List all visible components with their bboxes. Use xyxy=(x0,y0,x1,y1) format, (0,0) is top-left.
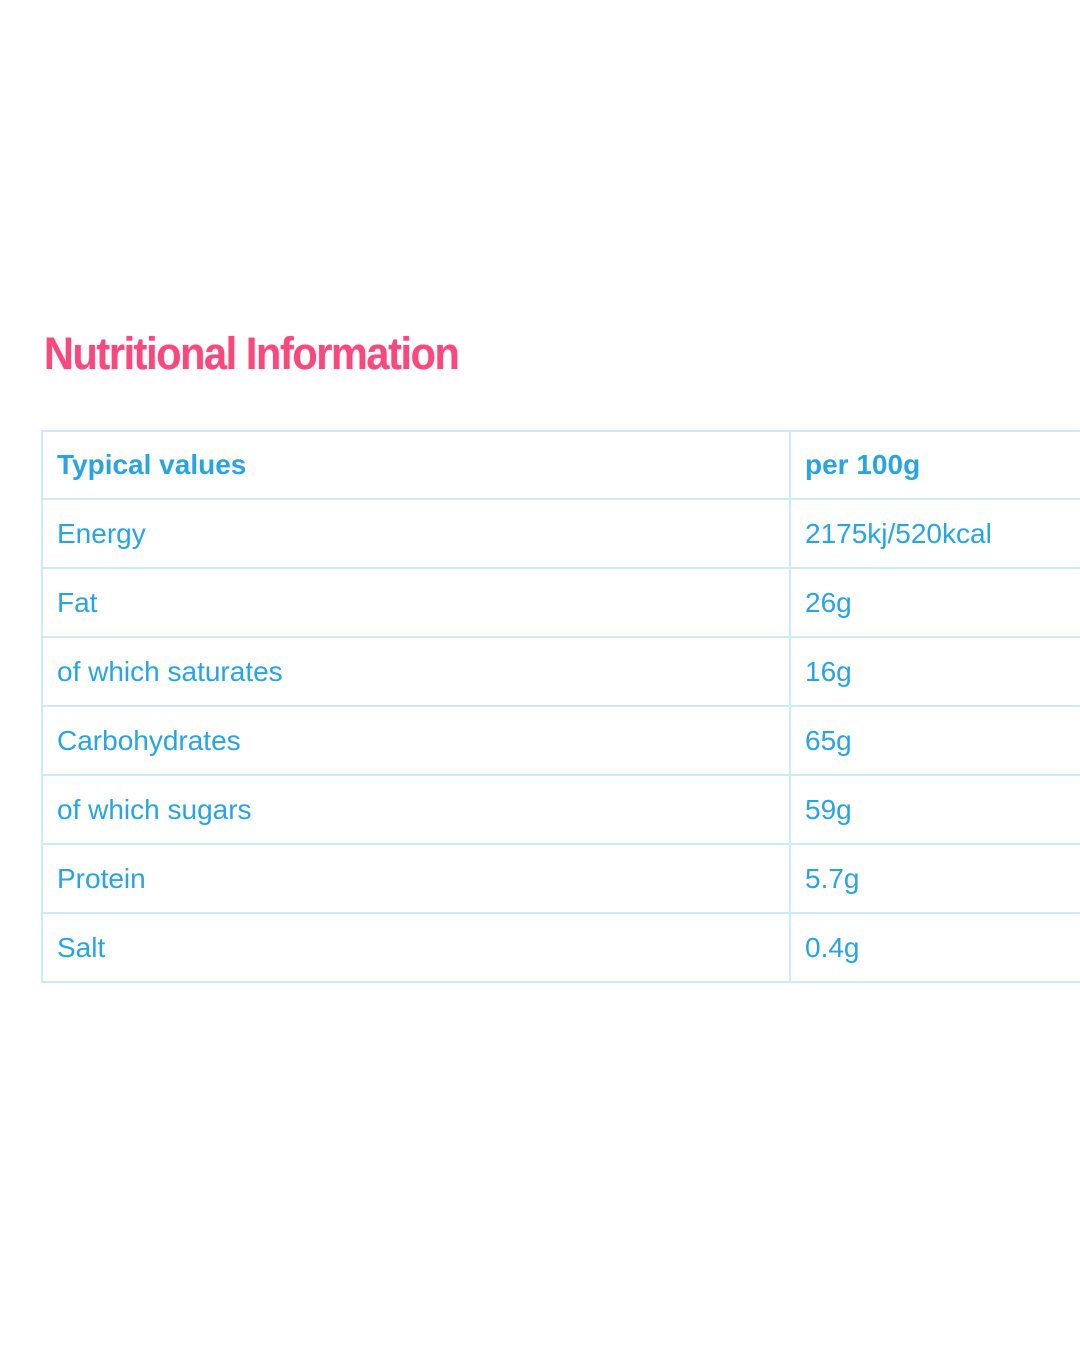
nutrient-label-cell: Fat xyxy=(41,567,791,638)
table-header-row: Typical values per 100g xyxy=(41,430,1080,500)
nutritional-information-heading: Nutritional Information xyxy=(44,328,460,379)
nutrient-value-cell: 5.7g xyxy=(789,843,1080,914)
nutrient-value-cell: 16g xyxy=(789,636,1080,707)
nutrient-value-cell: 2175kj/520kcal xyxy=(789,498,1080,569)
table-row: Protein 5.7g xyxy=(41,843,1080,914)
nutrient-label-cell: of which saturates xyxy=(41,636,791,707)
nutrient-value-cell: 59g xyxy=(789,774,1080,845)
nutrient-label-cell: Salt xyxy=(41,912,791,983)
per-100g-header-cell: per 100g xyxy=(789,430,1080,500)
nutrient-label-cell: Energy xyxy=(41,498,791,569)
nutrition-table: Typical values per 100g Energy 2175kj/52… xyxy=(41,430,1080,983)
table-row: Energy 2175kj/520kcal xyxy=(41,498,1080,569)
typical-values-header-cell: Typical values xyxy=(41,430,791,500)
nutrient-label-cell: Carbohydrates xyxy=(41,705,791,776)
table-row: Carbohydrates 65g xyxy=(41,705,1080,776)
nutrient-value-cell: 65g xyxy=(789,705,1080,776)
table-row: of which saturates 16g xyxy=(41,636,1080,707)
table-row: Fat 26g xyxy=(41,567,1080,638)
nutrient-value-cell: 26g xyxy=(789,567,1080,638)
nutrient-label-cell: Protein xyxy=(41,843,791,914)
table-row: of which sugars 59g xyxy=(41,774,1080,845)
table-row: Salt 0.4g xyxy=(41,912,1080,983)
nutrient-value-cell: 0.4g xyxy=(789,912,1080,983)
nutrient-label-cell: of which sugars xyxy=(41,774,791,845)
